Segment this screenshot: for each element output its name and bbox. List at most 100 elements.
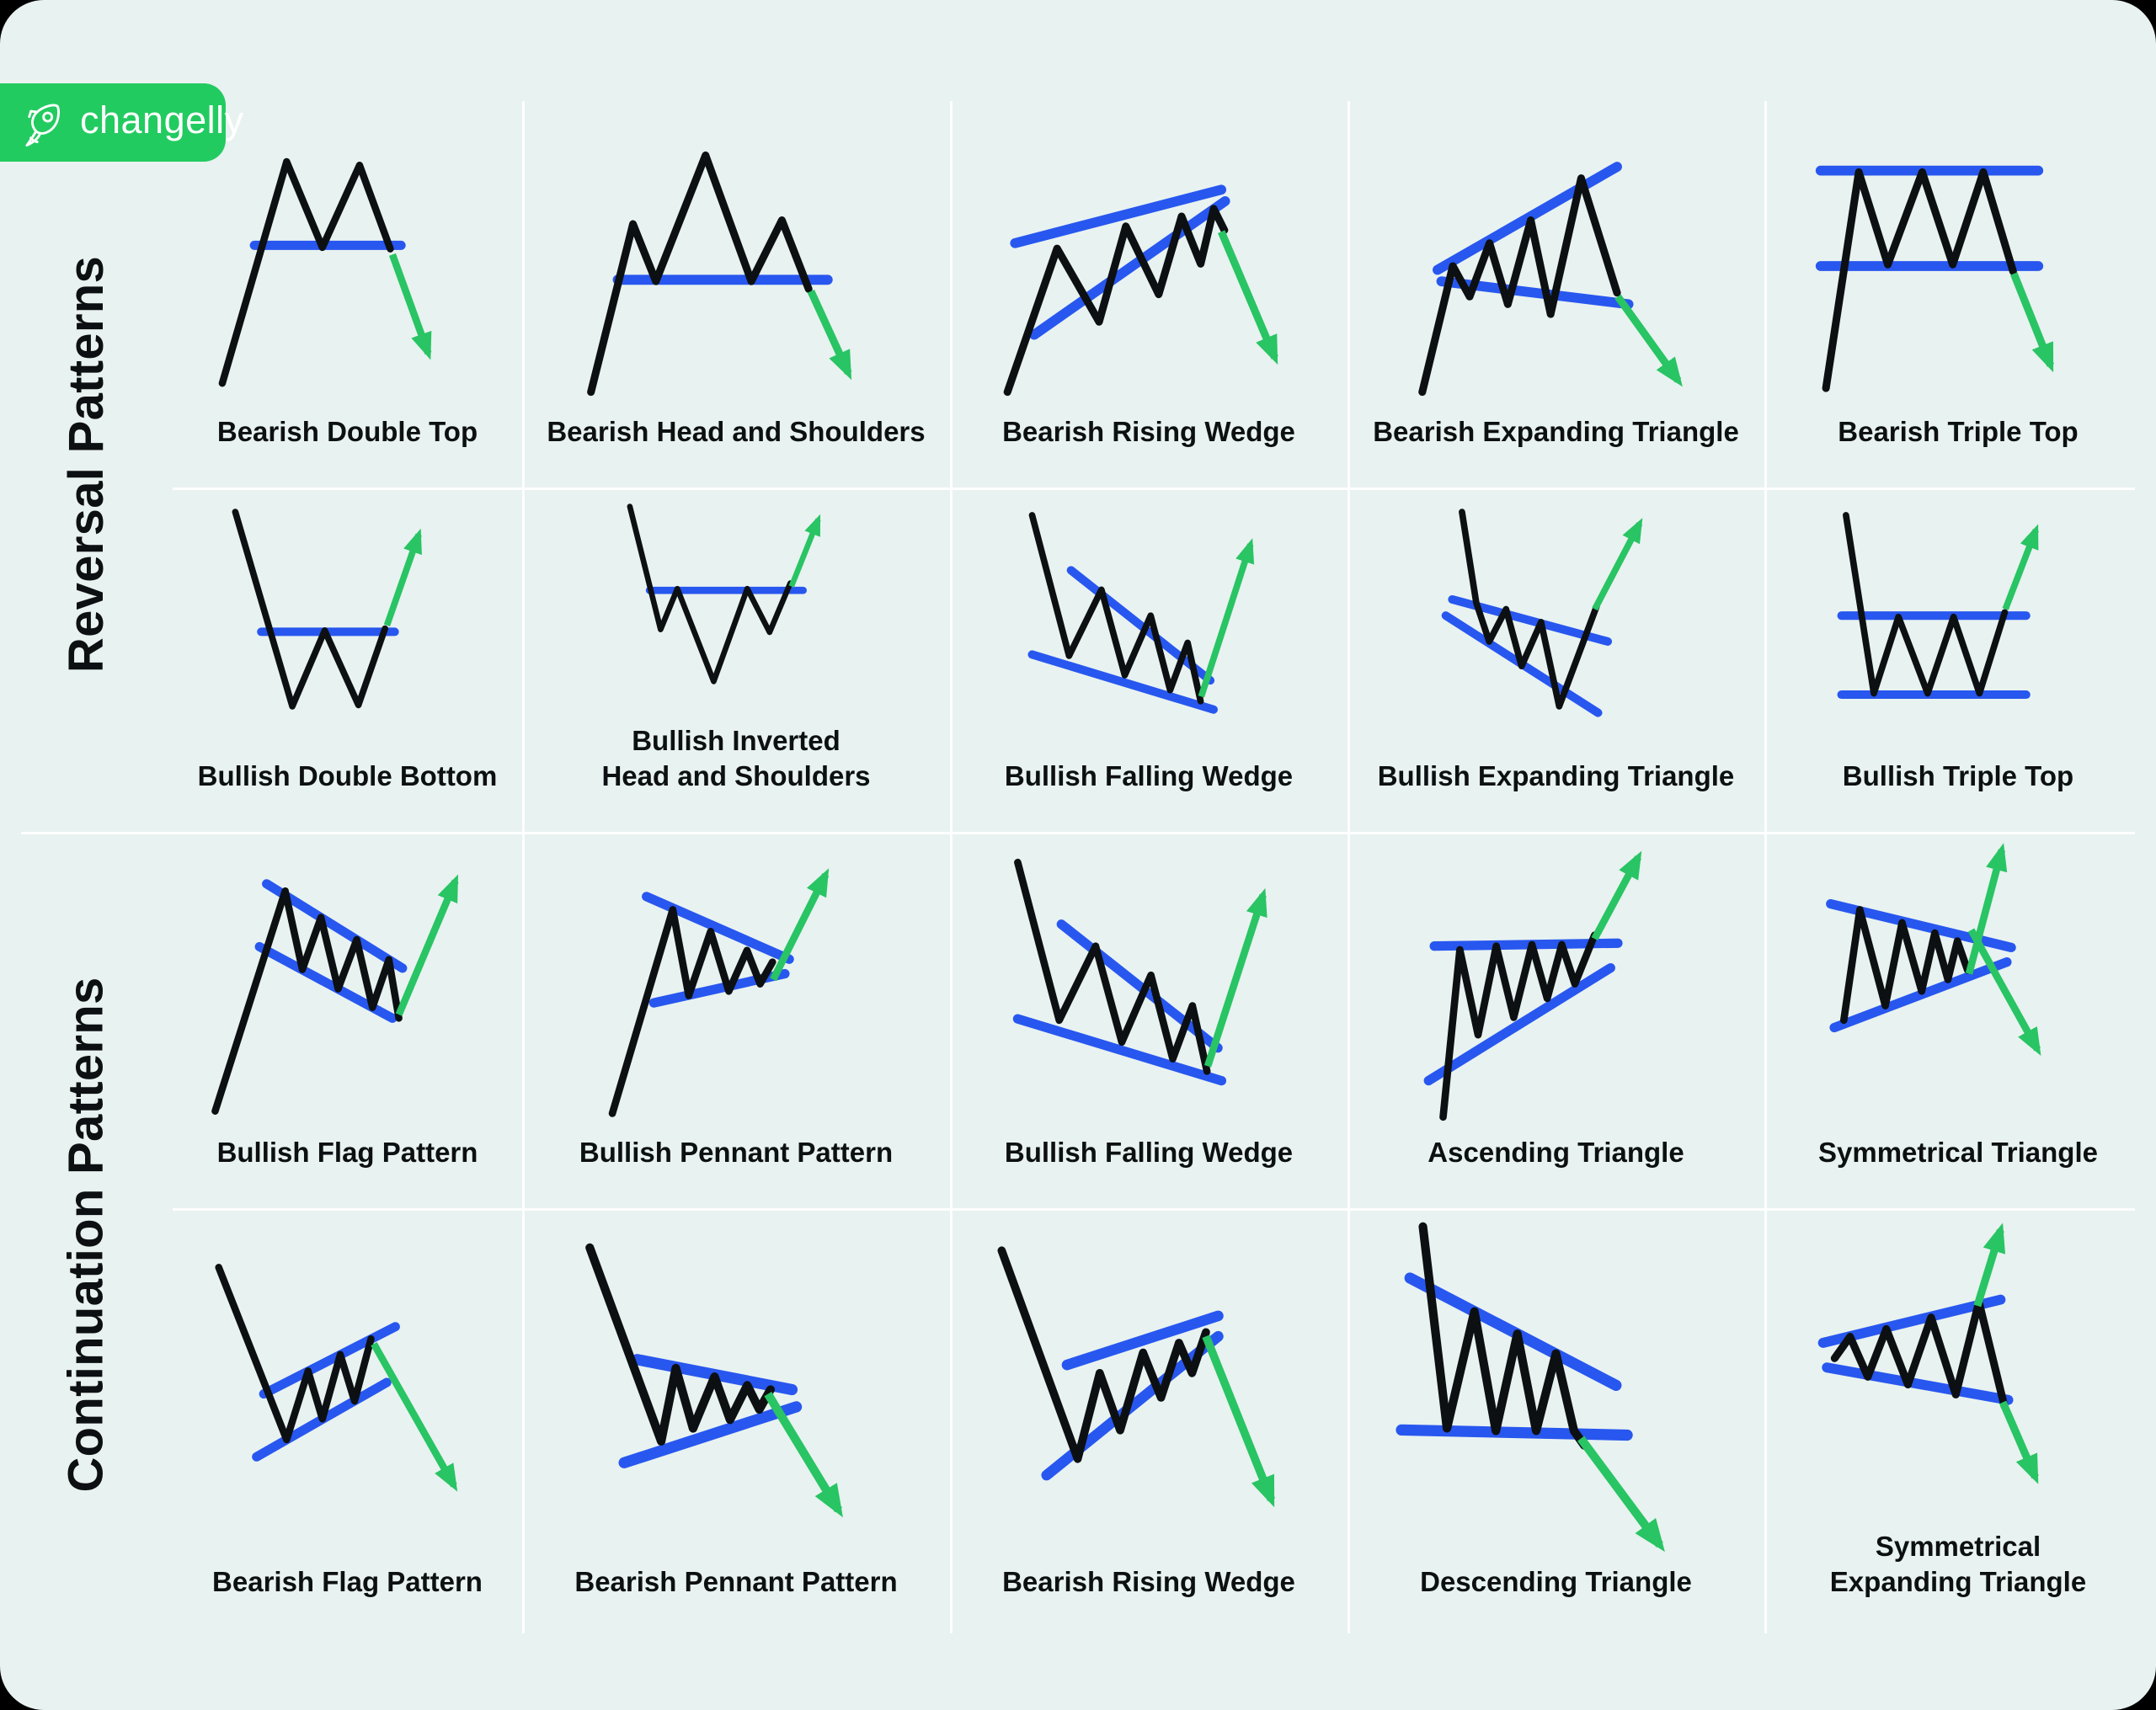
pattern-diagram <box>585 1243 843 1518</box>
breakout-arrow <box>1967 928 2041 1056</box>
pattern-diagram <box>1815 165 2054 392</box>
grid-divider-vertical <box>522 101 525 1633</box>
pattern-cell-bullish-triple-top: Bullish Triple Top <box>1764 487 2152 832</box>
price-line <box>585 1243 775 1446</box>
price-line <box>1839 906 1972 1025</box>
pattern-cell-bullish-pennant-pattern: Bullish Pennant Pattern <box>522 832 950 1208</box>
breakout-arrow <box>1592 518 1643 611</box>
pattern-cell-bullish-falling-wedge-reversal: Bullish Falling Wedge <box>950 487 1348 832</box>
price-line <box>1418 1222 1589 1450</box>
pattern-diagram <box>232 509 422 710</box>
pattern-diagram <box>1396 1222 1665 1553</box>
pattern-cell-bearish-head-and-shoulders: Bearish Head and Shoulders <box>522 97 950 487</box>
trendline <box>1010 184 1227 248</box>
pattern-diagram <box>1418 162 1683 397</box>
pattern-label: Bullish Inverted Head and Shoulders <box>601 724 871 791</box>
price-line <box>215 1264 375 1444</box>
breakout-arrow <box>388 253 432 360</box>
pattern-label: Bullish Falling Wedge <box>1004 1136 1294 1168</box>
pattern-label: Bearish Flag Pattern <box>212 1565 483 1597</box>
pattern-diagram <box>627 503 821 685</box>
pattern-label: Bearish Expanding Triangle <box>1373 415 1739 447</box>
breakout-arrow <box>1999 1400 2039 1484</box>
breakout-arrow <box>1203 887 1267 1068</box>
pattern-diagram <box>1012 858 1267 1086</box>
price-line <box>218 157 394 387</box>
pattern-label: Bearish Triple Top <box>1838 415 2079 447</box>
breakout-arrow <box>2002 524 2039 610</box>
grid-divider-vertical <box>1348 101 1350 1633</box>
breakout-arrow <box>383 528 422 627</box>
pattern-label: Ascending Triangle <box>1428 1136 1684 1168</box>
price-line <box>1003 205 1229 397</box>
price-line <box>997 1246 1210 1463</box>
pattern-diagram <box>1441 509 1643 717</box>
trendline <box>1061 1310 1224 1371</box>
rocket-icon <box>19 99 67 147</box>
pattern-cell-bullish-expanding-triangle: Bullish Expanding Triangle <box>1348 487 1764 832</box>
price-line <box>232 509 388 710</box>
grid-divider-horizontal <box>173 487 2135 490</box>
pattern-cell-bullish-falling-wedge-continuation: Bullish Falling Wedge <box>950 832 1348 1208</box>
pattern-diagram <box>1003 184 1278 397</box>
breakout-arrow <box>788 514 821 588</box>
trendline <box>1404 1272 1622 1392</box>
pattern-diagram <box>587 151 852 397</box>
breakout-arrow <box>2009 272 2054 373</box>
breakout-arrow <box>1965 843 2008 975</box>
section-title-continuation-text: Continuation Patterns <box>59 977 115 1493</box>
breakout-arrow <box>1591 850 1642 941</box>
pattern-label: Bearish Rising Wedge <box>1002 415 1295 447</box>
breakout-arrow <box>770 868 830 982</box>
grid-divider-vertical <box>950 101 953 1633</box>
price-line <box>1014 858 1211 1075</box>
section-title-reversal-text: Reversal Patterns <box>59 255 114 674</box>
pattern-label: Bearish Rising Wedge <box>1002 1565 1295 1597</box>
breakout-arrow <box>1577 1436 1665 1553</box>
breakout-arrow <box>1614 294 1683 387</box>
price-line <box>608 906 776 1117</box>
price-line <box>587 151 813 397</box>
price-line <box>1830 1297 2009 1410</box>
breakout-arrow <box>807 290 852 381</box>
pattern-label: Symmetrical Expanding Triangle <box>1829 1530 2087 1597</box>
price-line <box>1822 168 2017 392</box>
breakout-arrow <box>371 1342 458 1492</box>
trendline <box>1423 962 1615 1086</box>
breakout-arrow <box>1198 538 1255 698</box>
trendline <box>1056 919 1223 1053</box>
pattern-diagram <box>1826 843 2041 1056</box>
price-line <box>1459 509 1600 710</box>
pattern-cell-bearish-double-top: Bearish Double Top <box>173 97 522 487</box>
grid-divider-vertical <box>1764 101 1767 1633</box>
price-line <box>211 887 403 1115</box>
breakout-arrow <box>1217 230 1278 365</box>
section-title-reversal: Reversal Patterns <box>0 97 173 832</box>
patterns-grid: Bearish Double Top Bearish Head and Shoul… <box>173 97 2152 1638</box>
pattern-diagram <box>218 157 432 387</box>
pattern-cell-ascending-triangle: Ascending Triangle <box>1348 832 1764 1208</box>
pattern-label: Bullish Flag Pattern <box>216 1136 478 1168</box>
price-line <box>1418 174 1621 397</box>
breakout-arrow <box>395 874 459 1016</box>
pattern-cell-bearish-expanding-triangle: Bearish Expanding Triangle <box>1348 97 1764 487</box>
pattern-diagram <box>215 1264 458 1492</box>
trendline <box>1396 1424 1633 1441</box>
section-title-continuation: Continuation Patterns <box>0 832 173 1638</box>
pattern-label: Bullish Pennant Pattern <box>579 1136 894 1168</box>
pattern-cell-symmetrical-expanding-triangle: Symmetrical Expanding Triangle <box>1764 1208 2152 1638</box>
trendline <box>1433 162 1622 275</box>
breakout-arrow <box>764 1391 843 1518</box>
changelly-logo-badge: changelly <box>0 83 243 162</box>
pattern-diagram <box>1837 512 2039 700</box>
trendline <box>1829 957 2012 1033</box>
pattern-diagram <box>211 874 459 1115</box>
pattern-diagram <box>1027 512 1255 714</box>
trendline <box>1822 1362 2014 1405</box>
trendline <box>1029 196 1230 340</box>
price-line <box>627 503 793 685</box>
pattern-label: Bearish Double Top <box>216 415 478 447</box>
pattern-label: Bearish Pennant Pattern <box>574 1565 898 1597</box>
pattern-cell-bullish-double-bottom: Bullish Double Bottom <box>173 487 522 832</box>
